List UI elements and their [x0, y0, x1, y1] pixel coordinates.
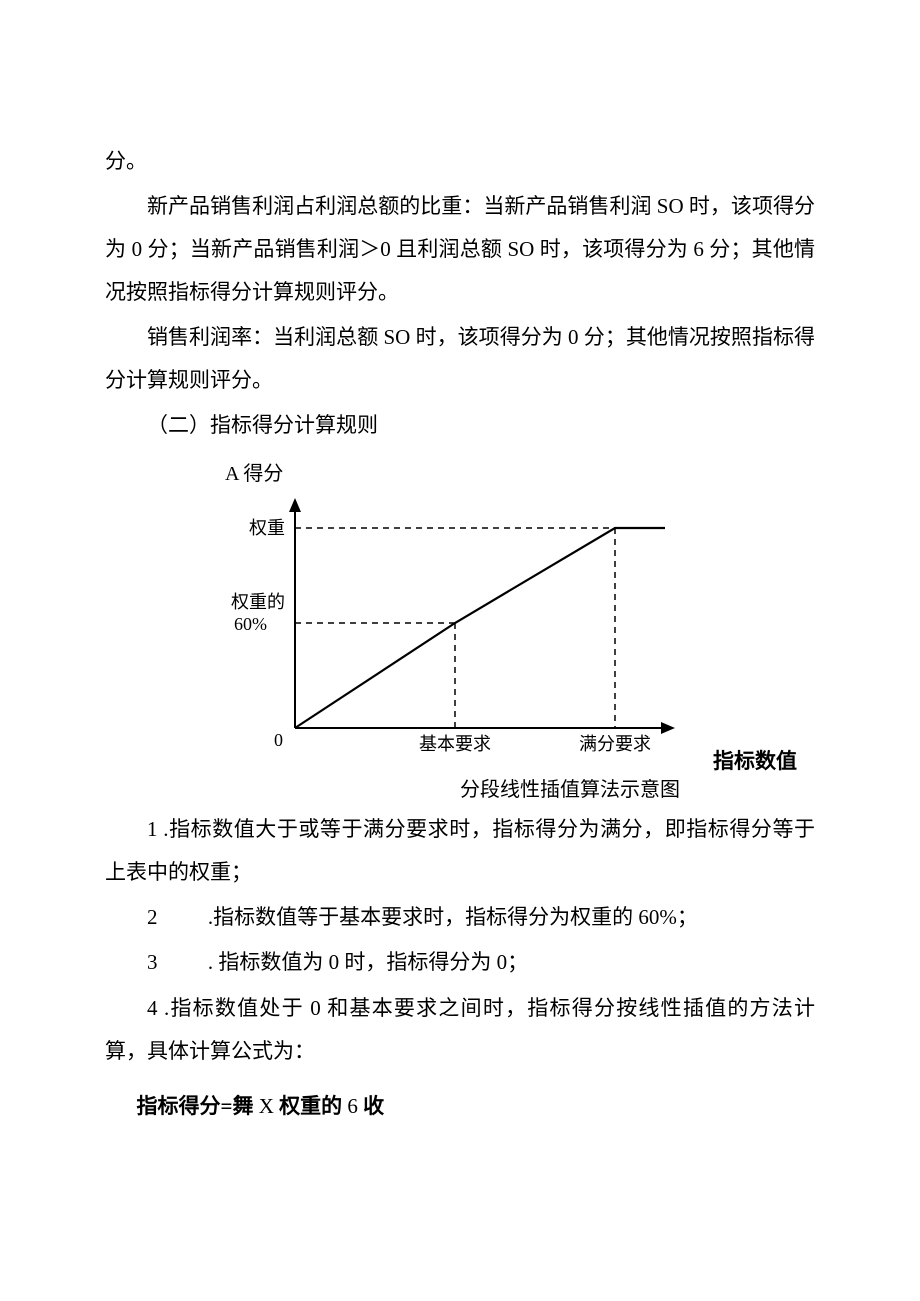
- formula-x: X: [253, 1094, 279, 1118]
- rule-2: 2 .指标数值等于基本要求时，指标得分为权重的 60%；: [105, 896, 815, 939]
- rule-3-text: . 指标数值为 0 时，指标得分为 0；: [208, 950, 528, 974]
- chart-y-axis-title: A 得分: [225, 457, 815, 486]
- heading-section-2: （二）指标得分计算规则: [105, 404, 815, 447]
- chart-x-axis-title: 指标数值: [713, 745, 797, 775]
- series-path: [295, 528, 665, 728]
- rule-3-number: 3: [147, 950, 158, 974]
- x-axis-arrow-icon: [661, 722, 675, 734]
- xlabel-full: 满分要求: [579, 734, 651, 754]
- origin-label: 0: [274, 730, 283, 750]
- formula-6: 6: [342, 1094, 363, 1118]
- rule-1: 1 .指标数值大于或等于满分要求时，指标得分为满分，即指标得分等于上表中的权重；: [105, 808, 815, 894]
- ylabel-mid-line1: 权重的: [231, 592, 285, 612]
- rule-2-number: 2: [147, 905, 158, 929]
- chart-dashed-guides: [295, 528, 615, 728]
- paragraph-new-product: 新产品销售利润占利润总额的比重：当新产品销售利润 SO 时，该项得分为 0 分；…: [105, 185, 815, 314]
- formula-line: 指标得分=舞 X 权重的 6 收: [137, 1085, 816, 1128]
- formula-part2: 权重的: [279, 1094, 342, 1118]
- formula-part1: 指标得分=舞: [137, 1094, 254, 1118]
- chart-container: A 得分 权重 权重的 60% 0: [105, 457, 815, 802]
- chart-axes: [289, 498, 675, 734]
- formula-part3: 收: [363, 1094, 384, 1118]
- paragraph-continuation: 分。: [105, 140, 815, 183]
- chart-series-line: [295, 528, 665, 728]
- chart-caption: 分段线性插值算法示意图: [325, 773, 815, 802]
- ylabel-top: 权重: [249, 518, 285, 538]
- rule-4: 4 .指标数值处于 0 和基本要求之间时，指标得分按线性插值的方法计算，具体计算…: [105, 987, 815, 1073]
- y-axis-arrow-icon: [289, 498, 301, 512]
- xlabel-basic: 基本要求: [419, 734, 491, 754]
- paragraph-sales-profit-rate: 销售利润率：当利润总额 SO 时，该项得分为 0 分；其他情况按照指标得分计算规…: [105, 316, 815, 402]
- ylabel-mid-line2: 60%: [234, 614, 267, 634]
- rule-2-text: .指标数值等于基本要求时，指标得分为权重的 60%；: [208, 905, 698, 929]
- rule-3: 3 . 指标数值为 0 时，指标得分为 0；: [105, 941, 815, 984]
- chart-svg: 权重 权重的 60% 0 基本要求 满分要求: [185, 488, 705, 768]
